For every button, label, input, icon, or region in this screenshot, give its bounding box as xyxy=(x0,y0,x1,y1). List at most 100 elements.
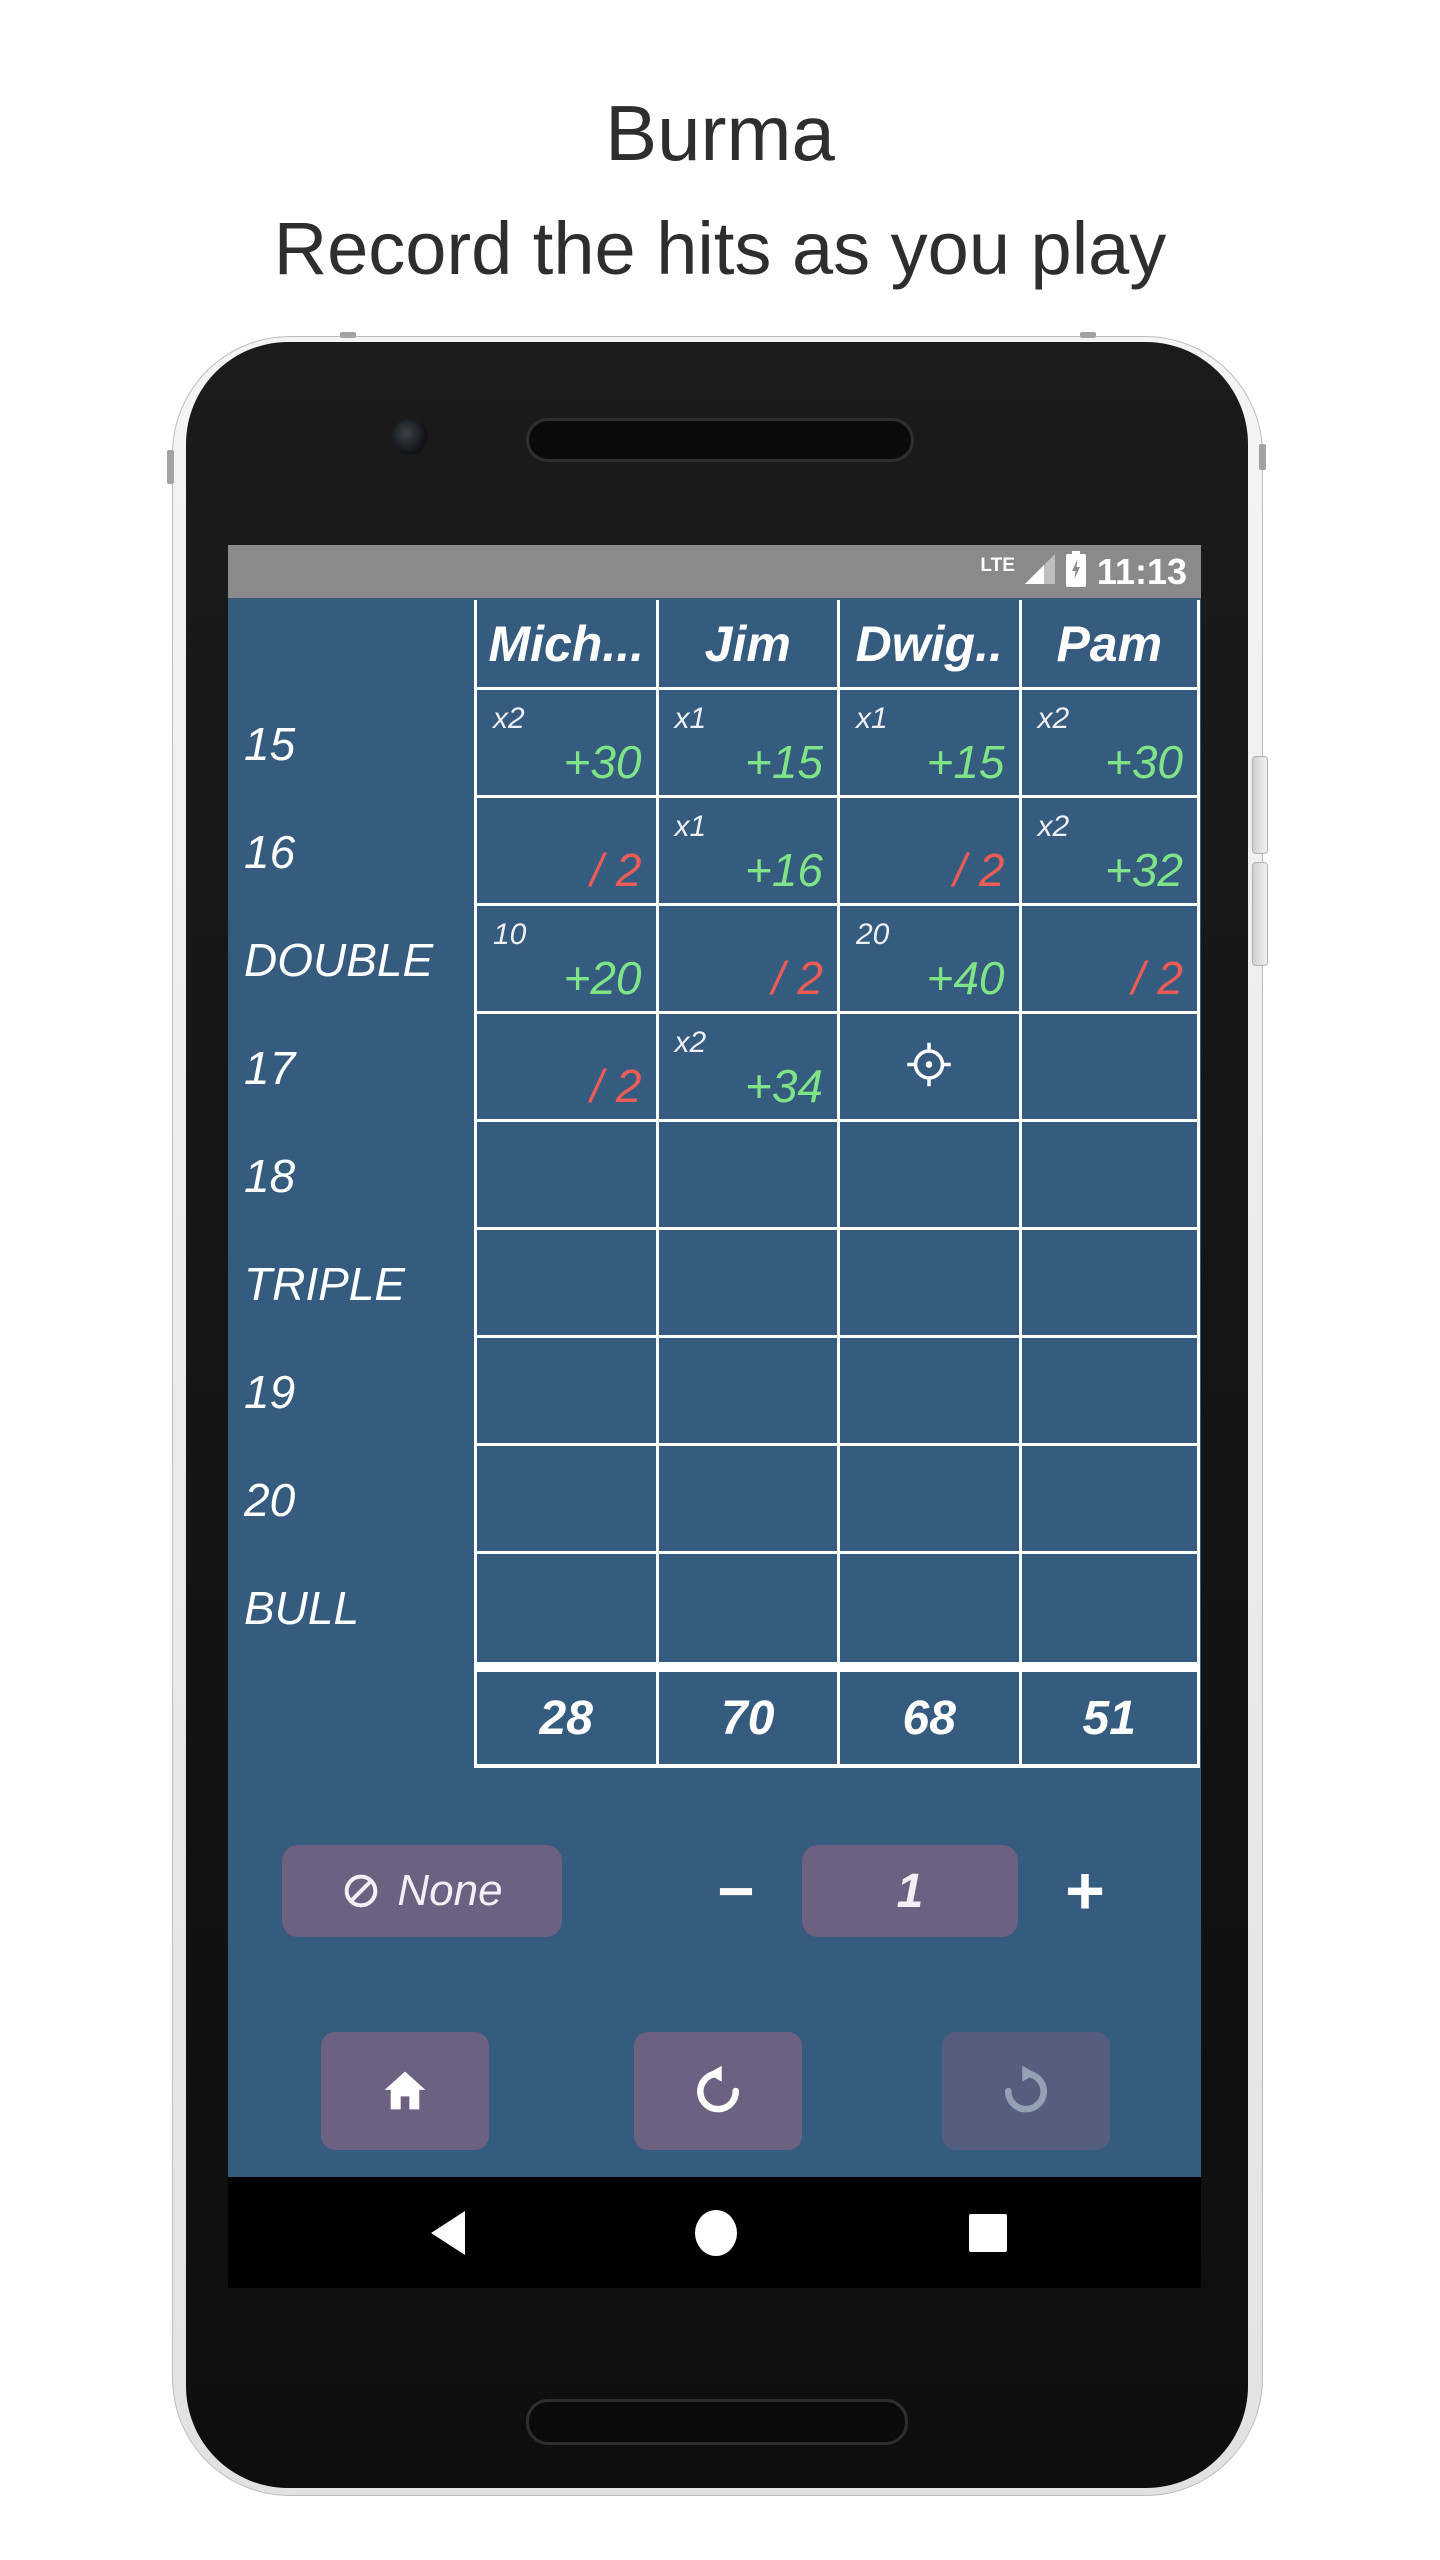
score-cell-bull-p4[interactable] xyxy=(1018,1554,1200,1662)
network-type-label: LTE xyxy=(980,554,1015,576)
score-cell-17-p4[interactable] xyxy=(1018,1014,1200,1122)
score-gain: +34 xyxy=(744,1060,823,1112)
player-total-3: 68 xyxy=(837,1672,1019,1768)
score-cell-15-p1[interactable]: x2 +30 xyxy=(474,690,656,798)
score-cell-20-p3[interactable] xyxy=(837,1446,1019,1554)
score-cell-17-p3[interactable] xyxy=(837,1014,1019,1122)
home-icon xyxy=(379,2065,431,2117)
front-camera xyxy=(392,419,428,455)
score-cell-19-p4[interactable] xyxy=(1018,1338,1200,1446)
score-cell-15-p2[interactable]: x1 +15 xyxy=(655,690,837,798)
score-cell-17-p1[interactable]: / 2 xyxy=(474,1014,656,1122)
score-cell-20-p4[interactable] xyxy=(1018,1446,1200,1554)
score-cell-bull-p1[interactable] xyxy=(474,1554,656,1662)
score-cell-bull-p2[interactable] xyxy=(655,1554,838,1662)
score-cell-double-p2[interactable]: / 2 xyxy=(655,906,837,1014)
score-cell-16-p3[interactable]: / 2 xyxy=(837,798,1019,906)
redo-button[interactable] xyxy=(942,2032,1110,2150)
score-cell-triple-p3[interactable] xyxy=(837,1230,1019,1338)
nav-back-button[interactable] xyxy=(386,2177,506,2288)
player-total-2: 70 xyxy=(655,1672,837,1768)
hit-multiplier: x2 xyxy=(1037,702,1070,735)
undo-icon xyxy=(690,2063,746,2119)
volume-button[interactable] xyxy=(1252,862,1268,966)
earpiece-speaker xyxy=(526,418,914,462)
score-cell-20-p1[interactable] xyxy=(474,1446,656,1554)
scoreboard-table: Mich... Jim Dwig.. Pam 15 x2 +30 x1 +15 x1 +15 x2 +3… xyxy=(228,600,1200,1768)
score-cell-15-p3[interactable]: x1 +15 xyxy=(837,690,1019,798)
score-cell-16-p1[interactable]: / 2 xyxy=(474,798,656,906)
score-cell-double-p4[interactable]: / 2 xyxy=(1018,906,1200,1014)
row-label-15: 15 xyxy=(244,718,296,770)
score-cell-triple-p2[interactable] xyxy=(655,1230,837,1338)
recents-square-icon xyxy=(967,2212,1009,2254)
score-cell-triple-p4[interactable] xyxy=(1018,1230,1200,1338)
score-cell-19-p1[interactable] xyxy=(474,1338,656,1446)
hit-multiplier: x1 xyxy=(856,702,888,735)
score-cell-18-p4[interactable] xyxy=(1018,1122,1200,1230)
score-cell-19-p3[interactable] xyxy=(837,1338,1019,1446)
multiplier-none-button[interactable]: None xyxy=(282,1845,562,1937)
antenna-band-right xyxy=(1259,444,1266,470)
power-button[interactable] xyxy=(1252,756,1268,854)
multiplier-decrease-button[interactable]: − xyxy=(696,1845,776,1937)
android-nav-bar xyxy=(228,2177,1201,2288)
score-cell-18-p1[interactable] xyxy=(474,1122,656,1230)
score-penalty: / 2 xyxy=(953,844,1005,896)
home-circle-icon xyxy=(692,2209,740,2257)
score-penalty: / 2 xyxy=(590,844,642,896)
antenna-mark-top-left xyxy=(340,332,356,338)
player-header-2: Jim xyxy=(655,600,837,690)
score-cell-double-p3[interactable]: 20 +40 xyxy=(837,906,1019,1014)
score-cell-20-p2[interactable] xyxy=(655,1446,837,1554)
no-multiplier-icon xyxy=(341,1871,381,1911)
nav-recents-button[interactable] xyxy=(928,2177,1048,2288)
score-gain: +30 xyxy=(1104,736,1183,788)
battery-charging-icon xyxy=(1065,551,1087,592)
hit-multiplier: x2 xyxy=(1037,810,1070,843)
score-gain: +15 xyxy=(926,736,1005,788)
none-button-label: None xyxy=(397,1866,503,1915)
row-label-17: 17 xyxy=(244,1042,296,1094)
score-cell-17-p2[interactable]: x2 +34 xyxy=(655,1014,837,1122)
player-total-4: 51 xyxy=(1018,1672,1200,1768)
antenna-band-left xyxy=(167,450,174,484)
hit-multiplier: x1 xyxy=(674,702,707,735)
score-cell-18-p2[interactable] xyxy=(655,1122,837,1230)
score-gain: +20 xyxy=(563,952,642,1004)
target-icon xyxy=(900,1035,958,1098)
row-label-bull: BULL xyxy=(244,1582,360,1634)
nav-home-button[interactable] xyxy=(656,2177,776,2288)
score-cell-19-p2[interactable] xyxy=(655,1338,837,1446)
score-cell-double-p1[interactable]: 10 +20 xyxy=(474,906,656,1014)
hit-multiplier: x2 xyxy=(493,702,525,735)
row-label-triple: TRIPLE xyxy=(244,1258,406,1310)
undo-button[interactable] xyxy=(634,2032,802,2150)
multiplier-increase-button[interactable]: + xyxy=(1045,1845,1125,1937)
totals-divider xyxy=(474,1662,1200,1672)
score-gain: +16 xyxy=(744,844,823,896)
row-label-19: 19 xyxy=(244,1366,296,1418)
score-cell-16-p4[interactable]: x2 +32 xyxy=(1018,798,1200,906)
score-cell-15-p4[interactable]: x2 +30 xyxy=(1018,690,1200,798)
multiplier-value-field: 1 xyxy=(802,1845,1018,1937)
antenna-mark-top-right xyxy=(1080,332,1096,338)
hit-multiplier: 20 xyxy=(856,918,890,951)
player-total-1: 28 xyxy=(474,1672,656,1768)
page-title: Burma xyxy=(605,89,835,177)
page-subtitle: Record the hits as you play xyxy=(273,207,1167,290)
home-button[interactable] xyxy=(321,2032,489,2150)
score-gain: +15 xyxy=(744,736,823,788)
signal-icon xyxy=(1024,554,1055,589)
score-cell-18-p3[interactable] xyxy=(837,1122,1019,1230)
player-header-1: Mich... xyxy=(474,600,656,690)
score-gain: +30 xyxy=(563,736,642,788)
score-cell-triple-p1[interactable] xyxy=(474,1230,656,1338)
clock: 11:13 xyxy=(1096,550,1187,592)
score-cell-bull-p3[interactable] xyxy=(837,1554,1019,1662)
score-cell-16-p2[interactable]: x1 +16 xyxy=(655,798,837,906)
hit-multiplier: x1 xyxy=(674,810,707,843)
row-label-18: 18 xyxy=(244,1150,296,1202)
phone-screen: LTE 11:13 Mich... Jim Dwig.. Pam 15 x2 +30 x1 +1… xyxy=(228,545,1201,2288)
